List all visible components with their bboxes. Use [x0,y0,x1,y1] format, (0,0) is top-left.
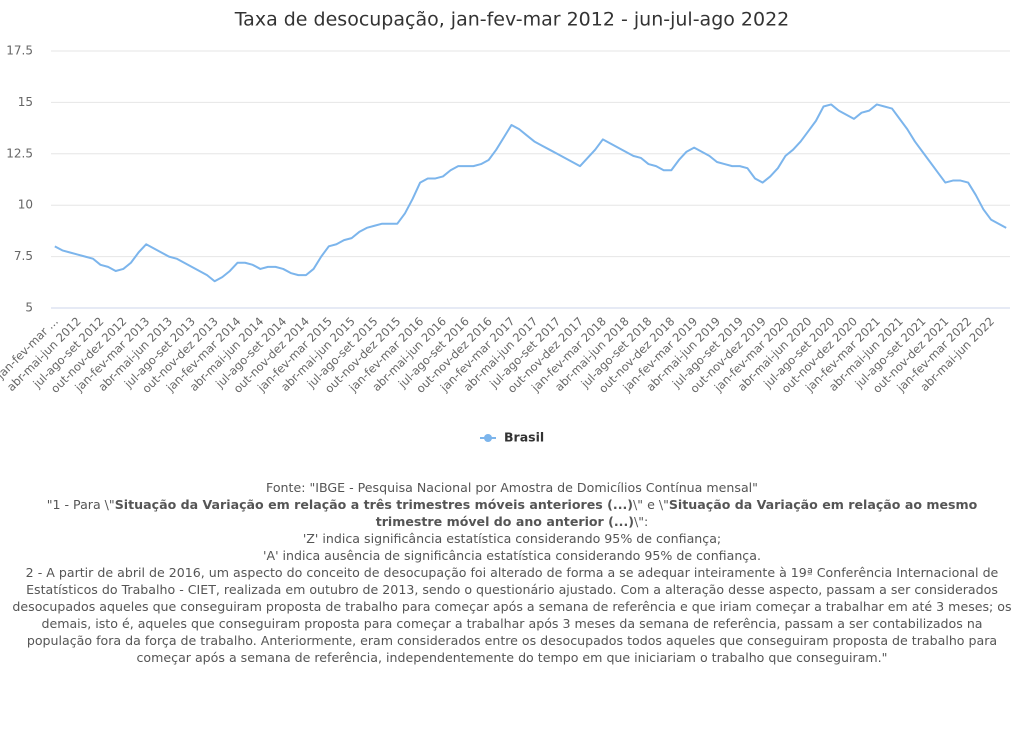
y-tick-label: 12.5 [6,146,33,160]
line [54,103,1007,283]
chart: Taxa de desocupação, jan-fev-mar 2012 - … [0,9,1010,445]
y-tick-label: 10 [18,198,33,212]
y-tick-label: 15 [18,95,33,109]
note-1: "1 - Para \"Situação da Variação em rela… [12,496,1012,530]
notes: Fonte: "IBGE - Pesquisa Nacional por Amo… [12,479,1012,666]
chart-title: Taxa de desocupação, jan-fev-mar 2012 - … [234,9,790,31]
note-a: 'A' indica ausência de significância est… [263,548,761,563]
note-z: 'Z' indica significância estatística con… [302,531,722,546]
y-tick-label: 17.5 [6,44,33,58]
note-2: 2 - A partir de abril de 2016, um aspect… [12,565,1012,665]
note-text: \": [634,514,649,529]
legend-marker [484,434,492,442]
legend-label: Brasil [504,430,544,445]
source: Fonte: "IBGE - Pesquisa Nacional por Amo… [266,480,758,495]
note-bold: Situação da Variação em relação a três t… [114,497,634,512]
y-tick-label: 7.5 [14,249,33,263]
note-text: \" e \" [633,497,669,512]
y-tick-label: 5 [25,301,33,315]
note-text: "1 - Para \" [46,497,115,512]
note-bold: Situação da Variação em relação ao mesmo… [375,497,978,529]
